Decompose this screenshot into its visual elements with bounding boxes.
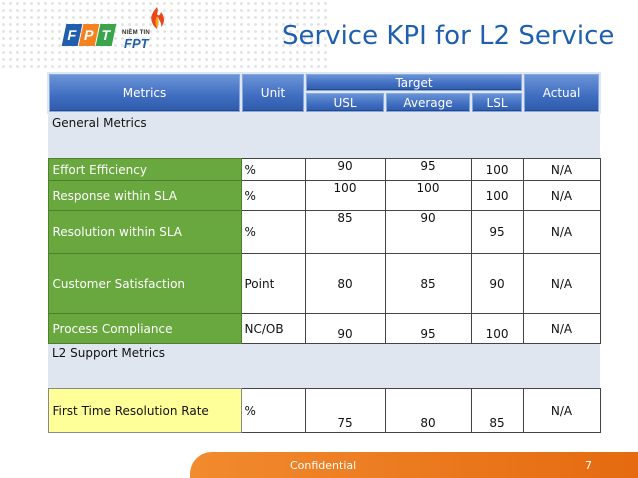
metric-unit: % — [240, 210, 306, 254]
target-average: 85 — [384, 253, 472, 314]
target-usl: 85 — [304, 210, 386, 254]
header-metrics: Metrics — [47, 72, 242, 114]
actual-value: N/A — [522, 388, 601, 433]
footer-bar — [190, 452, 638, 478]
target-lsl: 85 — [470, 388, 524, 433]
section-l2-support-metrics: L2 Support Metrics — [48, 343, 601, 389]
metric-name: Customer Satisfaction — [47, 253, 242, 314]
fpt-logo-t: T — [95, 24, 117, 46]
header-unit: Unit — [240, 72, 306, 114]
target-usl: 90 — [304, 158, 386, 181]
flame-icon — [151, 7, 164, 29]
metric-unit: NC/OB — [240, 313, 306, 344]
niem-tin-fpt-logo: NIỀM TIN FPT — [122, 6, 182, 52]
target-lsl: 100 — [470, 180, 524, 211]
metric-unit: Point — [240, 253, 306, 314]
target-usl: 100 — [304, 180, 386, 211]
page-number: 7 — [585, 459, 592, 472]
header-actual: Actual — [522, 72, 602, 114]
target-lsl: 90 — [470, 253, 524, 314]
metric-name: Process Compliance — [47, 313, 242, 344]
niem-fpt-text: FPT — [124, 36, 149, 51]
target-usl: 75 — [304, 388, 386, 433]
table-row: Effort Efficiency % 90 95 100 N/A — [47, 158, 601, 181]
dot-pattern-decoration — [0, 0, 330, 70]
metric-unit: % — [240, 158, 306, 181]
target-average: 95 — [384, 313, 472, 344]
header-lsl: LSL — [469, 91, 525, 114]
table-row: Process Compliance NC/OB 90 95 100 N/A — [47, 313, 601, 344]
section-general-metrics: General Metrics — [48, 113, 601, 159]
table-row: Customer Satisfaction Point 80 85 90 N/A — [47, 253, 601, 314]
slide-title: Service KPI for L2 Service — [282, 21, 615, 51]
header-usl: USL — [304, 91, 386, 114]
target-lsl: 100 — [470, 158, 524, 181]
actual-value: N/A — [522, 210, 601, 254]
target-average: 95 — [384, 158, 472, 181]
metric-name: First Time Resolution Rate — [47, 388, 242, 433]
header-target: Target — [303, 72, 525, 93]
actual-value: N/A — [522, 313, 601, 344]
target-lsl: 100 — [470, 313, 524, 344]
metric-name: Response within SLA — [47, 180, 242, 211]
niem-tin-text: NIỀM TIN — [122, 30, 150, 36]
target-average: 90 — [384, 210, 472, 254]
metric-unit: % — [240, 388, 306, 433]
table-row: Resolution within SLA % 85 90 95 N/A — [47, 210, 601, 254]
table-row: Response within SLA % 100 100 100 N/A — [47, 180, 601, 211]
target-usl: 90 — [304, 313, 386, 344]
target-average: 80 — [384, 388, 472, 433]
actual-value: N/A — [522, 158, 601, 181]
metric-unit: % — [240, 180, 306, 211]
target-usl: 80 — [304, 253, 386, 314]
footer-confidential: Confidential — [290, 459, 357, 472]
kpi-table: Metrics Unit Target Actual USL Average L… — [47, 72, 602, 433]
metric-name: Effort Efficiency — [47, 158, 242, 181]
actual-value: N/A — [522, 253, 601, 314]
target-average: 100 — [384, 180, 472, 211]
actual-value: N/A — [522, 180, 601, 211]
fpt-logo: F P T — [61, 24, 117, 48]
header-average: Average — [384, 91, 472, 114]
table-row: First Time Resolution Rate % 75 80 85 N/… — [47, 388, 601, 433]
metric-name: Resolution within SLA — [47, 210, 242, 254]
target-lsl: 95 — [470, 210, 524, 254]
